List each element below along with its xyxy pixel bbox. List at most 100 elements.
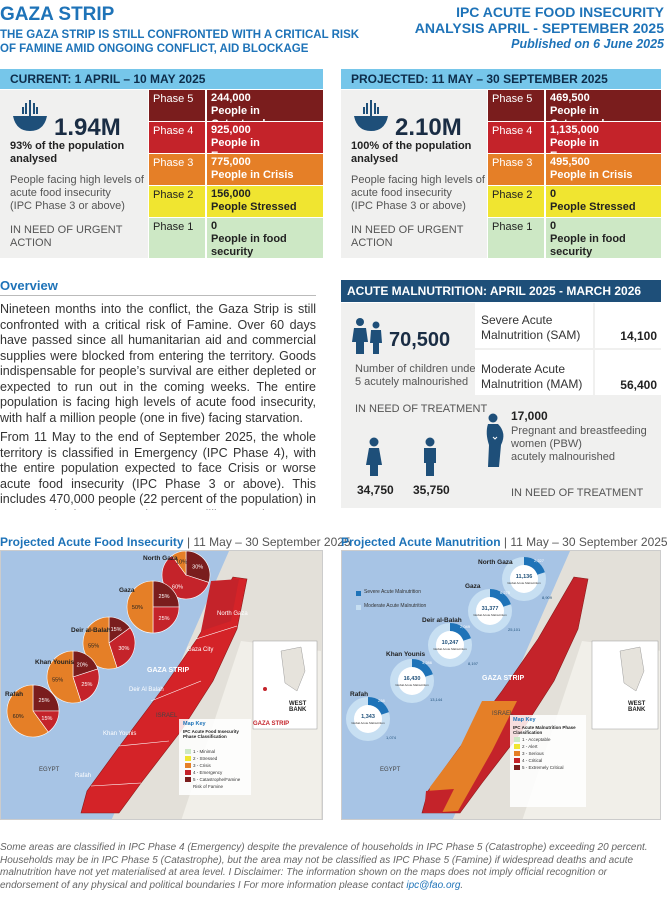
donut-hole	[476, 597, 504, 625]
pbw-desc-line3: acutely malnourished	[511, 451, 615, 463]
donut-mam-label: 8,197	[468, 661, 479, 666]
children-desc: Number of children under 5 acutely malno…	[355, 363, 479, 389]
donut-caption: Global Acute Malnutrition	[473, 613, 507, 617]
donut-hole	[354, 705, 382, 733]
projected-total: 2.10M	[395, 114, 462, 141]
food-bowl-icon	[354, 100, 388, 131]
boundary	[90, 782, 142, 787]
phase-label: Phase 2	[488, 186, 544, 217]
projected-need: IN NEED OF URGENT ACTION	[351, 224, 463, 250]
phase-value: 0 People in food security	[546, 218, 661, 258]
current-need-line1: IN NEED OF URGENT	[10, 224, 123, 236]
north-gaza-label: North Gaza	[478, 559, 513, 566]
khan-younis-label: Khan Younis	[386, 651, 426, 658]
donut-sam-label: 6,275	[500, 590, 511, 595]
key-item: 5 - Extremely Critical	[522, 765, 564, 770]
mam-label: Moderate Acute Malnutrition (MAM)	[481, 362, 582, 392]
map1-key-items: 1 - Minimal 2 - Stressed 3 - Crisis 4 - …	[193, 748, 240, 790]
donut-caption: Global Acute Malnutrition	[507, 581, 541, 585]
projected-need-line1: IN NEED OF URGENT	[351, 224, 464, 236]
donut-hole	[510, 565, 538, 593]
children-need: IN NEED OF TREATMENT	[355, 403, 488, 415]
current-phase-3-row: Phase 3 775,000 People in Crisis	[149, 154, 323, 185]
west-bank-inset	[619, 646, 645, 692]
pbw-desc-line2: women (PBW)	[511, 438, 582, 450]
donut-caption: Global Acute Malnutrition	[351, 721, 385, 725]
pie-slice	[46, 650, 82, 704]
sam-label: Severe Acute Malnutrition (SAM)	[481, 313, 580, 343]
current-total: 1.94M	[54, 114, 121, 141]
pbw-desc: Pregnant and breastfeeding women (PBW) a…	[511, 425, 647, 464]
phase-value: 0 People in food security	[207, 218, 323, 258]
pie-slice-label: 60%	[13, 714, 24, 720]
key-item: 2 - Alert	[522, 744, 538, 749]
gaza-label: Gaza	[465, 583, 481, 590]
children-icon	[352, 318, 382, 354]
map1-food-insecurity[interactable]: 30% 60% 10% 25% 25% 50% 15% 30% 55% 20% 25% 55% 25% 1…	[0, 550, 323, 820]
north-gaza-label: North Gaza	[143, 555, 178, 562]
map1-title-text: Projected Acute Food Insecurity	[0, 535, 184, 549]
pie-slice-label: 20%	[77, 662, 88, 668]
map1-canvas: 30% 60% 10% 25% 25% 50% 15% 30% 55% 20% 25% 55% 25% 1…	[1, 551, 321, 819]
phase-desc: People in food security	[550, 233, 626, 258]
key-item: 2 - Stressed	[193, 756, 218, 761]
city-gaza: Gaza City	[187, 647, 214, 653]
girl-icon	[366, 437, 382, 476]
pie-slice-label: 55%	[52, 677, 63, 683]
donut-caption: Global Acute Malnutrition	[395, 683, 429, 687]
projected-desc-line3: (IPC Phase 3 or above)	[351, 200, 466, 212]
pie-slice-label: 55%	[88, 643, 99, 649]
mam-value: 56,400	[620, 378, 657, 392]
pie-slice-label: 15%	[41, 716, 52, 722]
egypt-label: EGYPT	[380, 767, 401, 773]
children-total: 70,500	[389, 329, 451, 351]
phase-label: Phase 1	[149, 218, 205, 258]
pie-slice	[108, 627, 136, 669]
girls-value: 34,750	[357, 483, 394, 497]
map2-key-title: Map Key	[513, 717, 536, 723]
current-pct-line2: analysed	[10, 153, 58, 165]
map1-key-title: Map Key	[183, 721, 206, 727]
projected-phase-1-row: Phase 1 0 People in food security	[488, 218, 661, 258]
current-desc: People facing high levels of acute food …	[10, 174, 144, 213]
donut-hole	[436, 631, 464, 659]
phase-label: Phase 1	[488, 218, 544, 258]
donut-total: 31,377	[482, 606, 499, 612]
pie-slice	[32, 684, 60, 712]
donut-mam-label: 13,144	[430, 697, 443, 702]
donut-total: 11,136	[516, 574, 533, 580]
west-bank-label: WEST BANK	[628, 701, 646, 713]
pbw-desc-line1: Pregnant and breastfeeding	[511, 425, 647, 437]
phase-label: Phase 5	[149, 90, 205, 121]
strip-label: GAZA STRIP	[147, 667, 190, 674]
sam-label-line2: Malnutrition (SAM)	[481, 328, 581, 342]
phase-desc: People Stressed	[550, 201, 636, 213]
page-subtitle: THE GAZA STRIP IS STILL CONFRONTED WITH …	[0, 28, 370, 56]
pie-slice-label: 30%	[192, 565, 203, 571]
phase-count: 775,000	[211, 156, 251, 168]
pie-slice	[152, 580, 180, 608]
phase-count: 1,135,000	[550, 124, 599, 136]
map2-dates: | 11 May – 30 September 2025	[503, 535, 668, 549]
key-item: 5 - Catastrophe/Famine	[193, 777, 241, 782]
contact-email-link[interactable]: ipc@fao.org	[406, 879, 461, 891]
pie-slice-label: 25%	[39, 698, 50, 704]
projected-desc-line1: People facing high levels of	[351, 174, 485, 186]
khan-younis-label: Khan Younis	[35, 659, 75, 666]
pie-slice	[6, 684, 49, 738]
donut-caption: Global Acute Malnutrition	[433, 647, 467, 651]
map2-malnutrition[interactable]: 11,136 Global Acute Malnutrition 2,227 8,90…	[341, 550, 661, 820]
phase-label: Phase 3	[488, 154, 544, 185]
phase-value: 775,000 People in Crisis	[207, 154, 323, 185]
deir-al-balah-label: Deir al-Balah	[71, 627, 111, 634]
phase-desc: People in Crisis	[211, 169, 294, 181]
analysis-title-1: IPC ACUTE FOOD INSECURITY	[456, 4, 664, 20]
deir-al-balah-label: Deir al-Balah	[422, 617, 462, 624]
map2-key-items: 1 - Acceptable 2 - Alert 3 - Serious 4 -…	[522, 736, 564, 771]
city-rafah: Rafah	[75, 773, 92, 779]
